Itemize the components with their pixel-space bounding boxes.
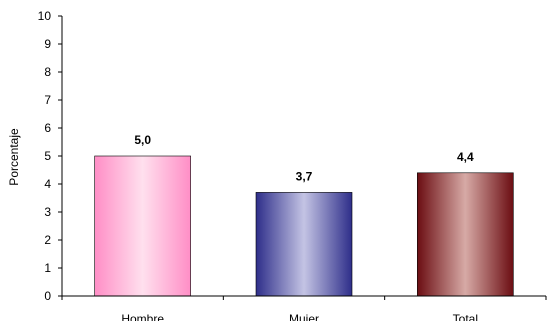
x-axis: Hombre Mujer Total [61, 295, 547, 321]
data-label: 5,0 [134, 133, 151, 147]
y-tick-label: 2 [44, 233, 51, 247]
y-tick-label: 1 [44, 261, 51, 275]
y-tick-label: 10 [38, 9, 52, 23]
y-tick-label: 8 [44, 65, 51, 79]
bar-mujer [255, 192, 353, 297]
x-category-label: Hombre [121, 312, 164, 321]
bar-total [417, 172, 514, 297]
y-axis: 0 1 2 3 4 5 6 7 8 9 10 [38, 9, 63, 303]
data-label: 4,4 [457, 150, 474, 164]
x-category-label: Total [453, 312, 478, 321]
y-tick-label: 6 [44, 121, 51, 135]
y-tick-label: 3 [44, 205, 51, 219]
bar-hombre [94, 155, 191, 297]
y-tick-label: 7 [44, 93, 51, 107]
y-tick-label: 9 [44, 37, 51, 51]
y-tick-label: 4 [44, 177, 51, 191]
y-tick-label: 5 [44, 149, 51, 163]
y-tick-label: 0 [44, 289, 51, 303]
y-axis-label: Porcentaje [7, 128, 21, 186]
data-labels: 5,0 3,7 4,4 [134, 133, 474, 183]
bars [94, 155, 514, 297]
data-label: 3,7 [296, 169, 313, 183]
x-category-label: Mujer [289, 312, 319, 321]
